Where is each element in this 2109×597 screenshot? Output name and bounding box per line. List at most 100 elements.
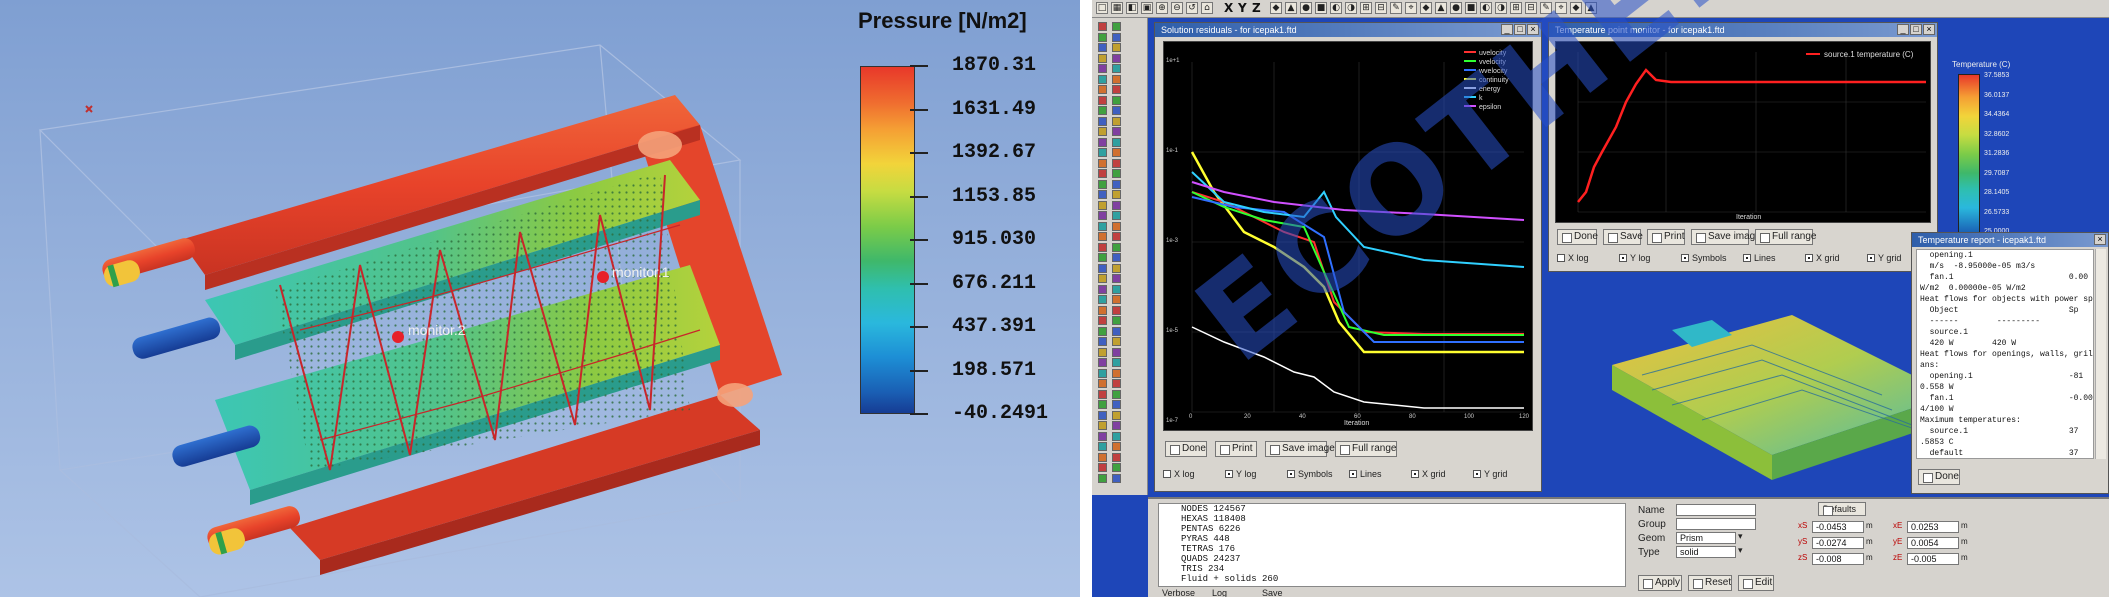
temperature-x-grid-checkbox[interactable]: X grid <box>1805 253 1840 263</box>
toolbar-tool-icon[interactable]: ▲ <box>1585 2 1597 14</box>
checkbox-box[interactable] <box>1287 470 1295 478</box>
residuals-y-grid-checkbox[interactable]: Y grid <box>1473 469 1507 479</box>
summary-text-area[interactable]: opening.1 m/s -8.95000e-05 m3/s fan.1 0.… <box>1916 249 2094 459</box>
toolbar-tool-icon[interactable]: ⊟ <box>1375 2 1387 14</box>
palette-object-icon[interactable] <box>1098 463 1107 472</box>
palette-object-icon[interactable] <box>1098 53 1107 63</box>
palette-object-icon[interactable] <box>1098 442 1107 451</box>
temperature-done-button[interactable]: Done <box>1557 229 1598 245</box>
toolbar-tool-icon[interactable]: ⌖ <box>1405 2 1417 14</box>
edit-button[interactable]: Edit <box>1738 575 1774 591</box>
palette-object-icon[interactable] <box>1098 389 1107 399</box>
temperature-y-log-checkbox[interactable]: Y log <box>1619 253 1650 263</box>
toolbar-tool-icon[interactable]: ▣ <box>1141 2 1153 14</box>
checkbox-box[interactable] <box>1411 470 1419 478</box>
toolbar-tool-icon[interactable]: ■ <box>1465 2 1477 14</box>
palette-object-icon[interactable] <box>1112 74 1121 84</box>
temperature-x-log-checkbox[interactable]: X log <box>1557 253 1589 263</box>
chevron-down-icon[interactable]: ▾ <box>1738 545 1743 555</box>
palette-object-icon[interactable] <box>1112 179 1121 189</box>
toolbar-tool-icon[interactable]: ◆ <box>1270 2 1282 14</box>
palette-object-icon[interactable] <box>1112 389 1121 399</box>
palette-object-icon[interactable] <box>1098 305 1107 315</box>
coord-field-zE[interactable]: -0.005 <box>1907 553 1959 565</box>
toolbar-tool-icon[interactable]: ◆ <box>1570 2 1582 14</box>
palette-object-icon[interactable] <box>1098 368 1107 378</box>
toolbar-tool-icon[interactable]: ▲ <box>1435 2 1447 14</box>
palette-object-icon[interactable] <box>1112 85 1121 94</box>
checkbox-box[interactable] <box>1163 470 1171 478</box>
palette-object-icon[interactable] <box>1112 190 1121 199</box>
palette-object-icon[interactable] <box>1098 200 1107 210</box>
toolbar-tool-icon[interactable]: ◑ <box>1495 2 1507 14</box>
palette-object-icon[interactable] <box>1098 421 1107 430</box>
palette-object-icon[interactable] <box>1098 158 1107 168</box>
palette-object-icon[interactable] <box>1098 431 1107 441</box>
temperature-symbols-checkbox[interactable]: Symbols <box>1681 253 1727 263</box>
console-tab-log[interactable]: Log <box>1212 588 1228 597</box>
palette-object-icon[interactable] <box>1112 316 1121 325</box>
temperature-print-button[interactable]: Print <box>1647 229 1685 245</box>
close-button[interactable]: × <box>1923 24 1935 35</box>
toolbar-tool-icon[interactable]: ↺ <box>1186 2 1198 14</box>
palette-object-icon[interactable] <box>1112 452 1121 462</box>
residuals-save-image-button[interactable]: Save image <box>1265 441 1335 457</box>
palette-object-icon[interactable] <box>1112 43 1121 52</box>
palette-object-icon[interactable] <box>1098 148 1107 157</box>
palette-object-icon[interactable] <box>1112 95 1121 105</box>
palette-object-icon[interactable] <box>1112 410 1121 420</box>
toolbar-tool-icon[interactable]: ◆ <box>1420 2 1432 14</box>
toolbar-tool-icon[interactable]: ■ <box>1315 2 1327 14</box>
temperature-save-button[interactable]: Save <box>1603 229 1643 245</box>
palette-object-icon[interactable] <box>1098 22 1107 31</box>
palette-object-icon[interactable] <box>1112 442 1121 451</box>
message-console[interactable]: NODES 124567 HEXAS 118408 PENTAS 6226 PYRAS… <box>1158 503 1626 587</box>
toolbar-tool-icon[interactable]: □ <box>1096 2 1108 14</box>
residuals-print-button[interactable]: Print <box>1215 441 1257 457</box>
palette-object-icon[interactable] <box>1098 106 1107 115</box>
axis-z-button[interactable]: Z <box>1252 1 1261 15</box>
console-tab-verbose[interactable]: Verbose <box>1162 588 1196 597</box>
axis-x-button[interactable]: X <box>1224 1 1234 15</box>
toolbar-tool-icon[interactable]: ⊟ <box>1525 2 1537 14</box>
palette-object-icon[interactable] <box>1098 232 1107 241</box>
palette-object-icon[interactable] <box>1112 53 1121 63</box>
palette-object-icon[interactable] <box>1098 379 1107 388</box>
palette-object-icon[interactable] <box>1098 169 1107 178</box>
checkbox-box[interactable] <box>1473 470 1481 478</box>
palette-object-icon[interactable] <box>1098 95 1107 105</box>
toolbar-tool-icon[interactable]: ● <box>1300 2 1312 14</box>
close-button[interactable]: × <box>1527 24 1539 35</box>
palette-object-icon[interactable] <box>1098 43 1107 52</box>
toolbar-tool-icon[interactable]: ▦ <box>1111 2 1123 14</box>
group-field[interactable] <box>1676 518 1756 530</box>
palette-object-icon[interactable] <box>1112 22 1121 31</box>
palette-object-icon[interactable] <box>1112 326 1121 336</box>
palette-object-icon[interactable] <box>1112 305 1121 315</box>
palette-object-icon[interactable] <box>1098 74 1107 84</box>
palette-object-icon[interactable] <box>1112 127 1121 136</box>
palette-object-icon[interactable] <box>1112 284 1121 294</box>
palette-object-icon[interactable] <box>1112 158 1121 168</box>
palette-object-icon[interactable] <box>1098 85 1107 94</box>
coord-field-xE[interactable]: 0.0253 <box>1907 521 1959 533</box>
residuals-y-log-checkbox[interactable]: Y log <box>1225 469 1256 479</box>
toolbar-tool-icon[interactable]: ◑ <box>1345 2 1357 14</box>
palette-object-icon[interactable] <box>1112 221 1121 231</box>
coord-field-yS[interactable]: -0.0274 <box>1812 537 1864 549</box>
palette-object-icon[interactable] <box>1098 347 1107 357</box>
palette-object-icon[interactable] <box>1098 410 1107 420</box>
coord-field-zS[interactable]: -0.008 <box>1812 553 1864 565</box>
coord-field-xS[interactable]: -0.0453 <box>1812 521 1864 533</box>
toolbar-tool-icon[interactable]: ⊕ <box>1156 2 1168 14</box>
checkbox-box[interactable] <box>1349 470 1357 478</box>
palette-object-icon[interactable] <box>1112 232 1121 241</box>
palette-object-icon[interactable] <box>1112 463 1121 472</box>
palette-object-icon[interactable] <box>1098 326 1107 336</box>
palette-object-icon[interactable] <box>1098 116 1107 126</box>
toolbar-tool-icon[interactable]: ◐ <box>1480 2 1492 14</box>
palette-object-icon[interactable] <box>1098 32 1107 42</box>
reset-button[interactable]: Reset <box>1688 575 1732 591</box>
toolbar-tool-icon[interactable]: ✎ <box>1390 2 1402 14</box>
palette-object-icon[interactable] <box>1112 169 1121 178</box>
